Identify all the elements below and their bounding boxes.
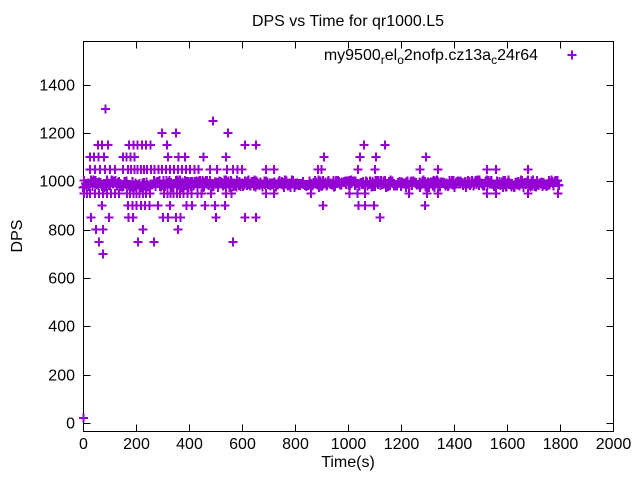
y-tick-label: 1400: [39, 78, 75, 95]
x-tick-label: 600: [229, 436, 256, 453]
legend-label: my9500relo2nofp.cz13ac24r64: [324, 47, 538, 67]
x-tick-label: 1000: [331, 436, 367, 453]
x-tick-label: 0: [79, 436, 88, 453]
y-tick-label: 800: [48, 223, 75, 240]
y-axis-label: DPS: [9, 220, 26, 253]
chart-title: DPS vs Time for qr1000.L5: [252, 13, 444, 30]
legend: my9500relo2nofp.cz13ac24r64: [324, 47, 577, 67]
x-tick-label: 1800: [543, 436, 579, 453]
plot-frame: [83, 41, 614, 432]
x-tick-label: 2000: [596, 436, 632, 453]
y-tick-label: 1200: [39, 126, 75, 143]
axes-frame: 0 200 400 600 800 1000 1200 1400 1600 1800 2000 0 20…: [39, 41, 632, 453]
data-points-series: [78, 104, 564, 423]
x-tick-label: 800: [282, 436, 309, 453]
y-tick-label: 600: [48, 271, 75, 288]
x-tick-label: 200: [123, 436, 150, 453]
x-tick-label: 1200: [384, 436, 420, 453]
data-layer: [78, 104, 564, 423]
legend-marker-icon: [567, 50, 577, 60]
y-tick-label: 400: [48, 319, 75, 336]
y-tick-label: 200: [48, 368, 75, 385]
x-tick-label: 1400: [437, 436, 473, 453]
axis-ticks: [83, 41, 614, 432]
x-axis-label: Time(s): [321, 454, 375, 471]
x-tick-label: 1600: [490, 436, 526, 453]
x-tick-label: 400: [176, 436, 203, 453]
y-tick-label: 0: [66, 416, 75, 433]
y-tick-label: 1000: [39, 174, 75, 191]
